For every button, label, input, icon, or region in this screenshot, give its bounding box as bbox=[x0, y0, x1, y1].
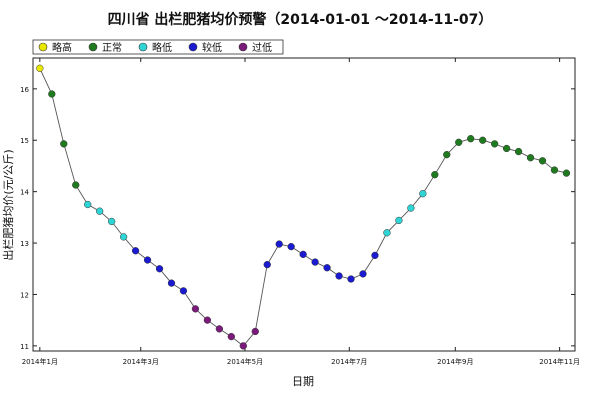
data-point bbox=[107, 217, 116, 226]
data-point bbox=[455, 138, 463, 146]
data-point bbox=[526, 154, 535, 162]
x-axis-label: 日期 bbox=[292, 375, 314, 388]
data-point bbox=[72, 181, 80, 189]
legend-marker bbox=[38, 42, 48, 52]
plot-frame bbox=[32, 57, 576, 352]
data-point bbox=[383, 229, 391, 237]
data-point bbox=[275, 240, 283, 248]
data-point bbox=[179, 287, 188, 295]
data-point bbox=[239, 342, 247, 350]
y-tick-label: 12 bbox=[20, 291, 29, 299]
legend-marker bbox=[188, 42, 198, 52]
chart-title: 四川省 出栏肥猪均价预警（2014-01-01 ～2014-11-07） bbox=[108, 11, 493, 28]
data-point bbox=[323, 264, 331, 272]
y-tick-label: 16 bbox=[20, 86, 29, 94]
data-point bbox=[191, 305, 200, 313]
data-point bbox=[143, 256, 152, 264]
data-point bbox=[538, 157, 547, 165]
data-point bbox=[263, 260, 271, 269]
y-axis-label: 出栏肥猪均价(元/公斤) bbox=[1, 149, 15, 260]
data-point bbox=[490, 140, 499, 148]
data-point bbox=[395, 216, 403, 225]
x-tick-label: 2014年3月 bbox=[123, 357, 159, 366]
data-point bbox=[479, 136, 487, 144]
data-point bbox=[299, 250, 307, 259]
y-tick-label: 13 bbox=[20, 240, 29, 248]
legend: 略高 正常 略低 较低 过低 bbox=[32, 39, 284, 55]
x-tick-label: 2014年5月 bbox=[227, 357, 263, 366]
data-point bbox=[167, 279, 176, 287]
data-point bbox=[251, 327, 259, 336]
data-point bbox=[119, 233, 128, 241]
data-point bbox=[431, 171, 439, 179]
legend-box bbox=[32, 39, 284, 55]
legend-marker bbox=[138, 42, 148, 52]
legend-label: 略低 bbox=[152, 41, 172, 54]
data-point bbox=[562, 169, 571, 177]
x-tick-label: 2014年7月 bbox=[331, 357, 367, 366]
data-point bbox=[311, 258, 319, 266]
data-point bbox=[335, 272, 343, 280]
x-tick-label: 2014年1月 bbox=[22, 357, 58, 366]
data-point bbox=[359, 270, 367, 278]
data-point bbox=[60, 140, 68, 148]
legend-label: 过低 bbox=[252, 41, 272, 54]
data-point bbox=[287, 243, 295, 251]
legend-marker bbox=[238, 42, 248, 52]
data-point bbox=[84, 200, 92, 209]
data-point bbox=[131, 247, 140, 255]
legend-label: 较低 bbox=[202, 41, 222, 54]
data-point bbox=[36, 64, 44, 72]
data-point bbox=[347, 275, 355, 283]
data-point bbox=[443, 150, 451, 159]
legend-label: 正常 bbox=[102, 41, 122, 54]
data-point bbox=[48, 90, 56, 98]
y-tick-label: 14 bbox=[20, 189, 29, 197]
data-point bbox=[550, 166, 559, 174]
x-tick-label: 2014年11月 bbox=[539, 357, 580, 366]
data-point bbox=[203, 316, 212, 324]
data-point bbox=[502, 144, 511, 153]
data-point bbox=[227, 332, 235, 341]
data-point bbox=[419, 190, 427, 198]
x-tick-label: 2014年9月 bbox=[437, 357, 473, 366]
data-point bbox=[371, 251, 379, 260]
data-point bbox=[155, 265, 164, 273]
legend-marker bbox=[88, 42, 98, 52]
data-point bbox=[96, 207, 104, 215]
data-point bbox=[407, 204, 415, 212]
data-point bbox=[514, 147, 523, 156]
y-tick-label: 15 bbox=[20, 137, 29, 145]
data-point bbox=[467, 135, 475, 143]
y-tick-label: 11 bbox=[20, 343, 29, 351]
data-point bbox=[215, 325, 224, 333]
legend-label: 略高 bbox=[52, 41, 72, 54]
